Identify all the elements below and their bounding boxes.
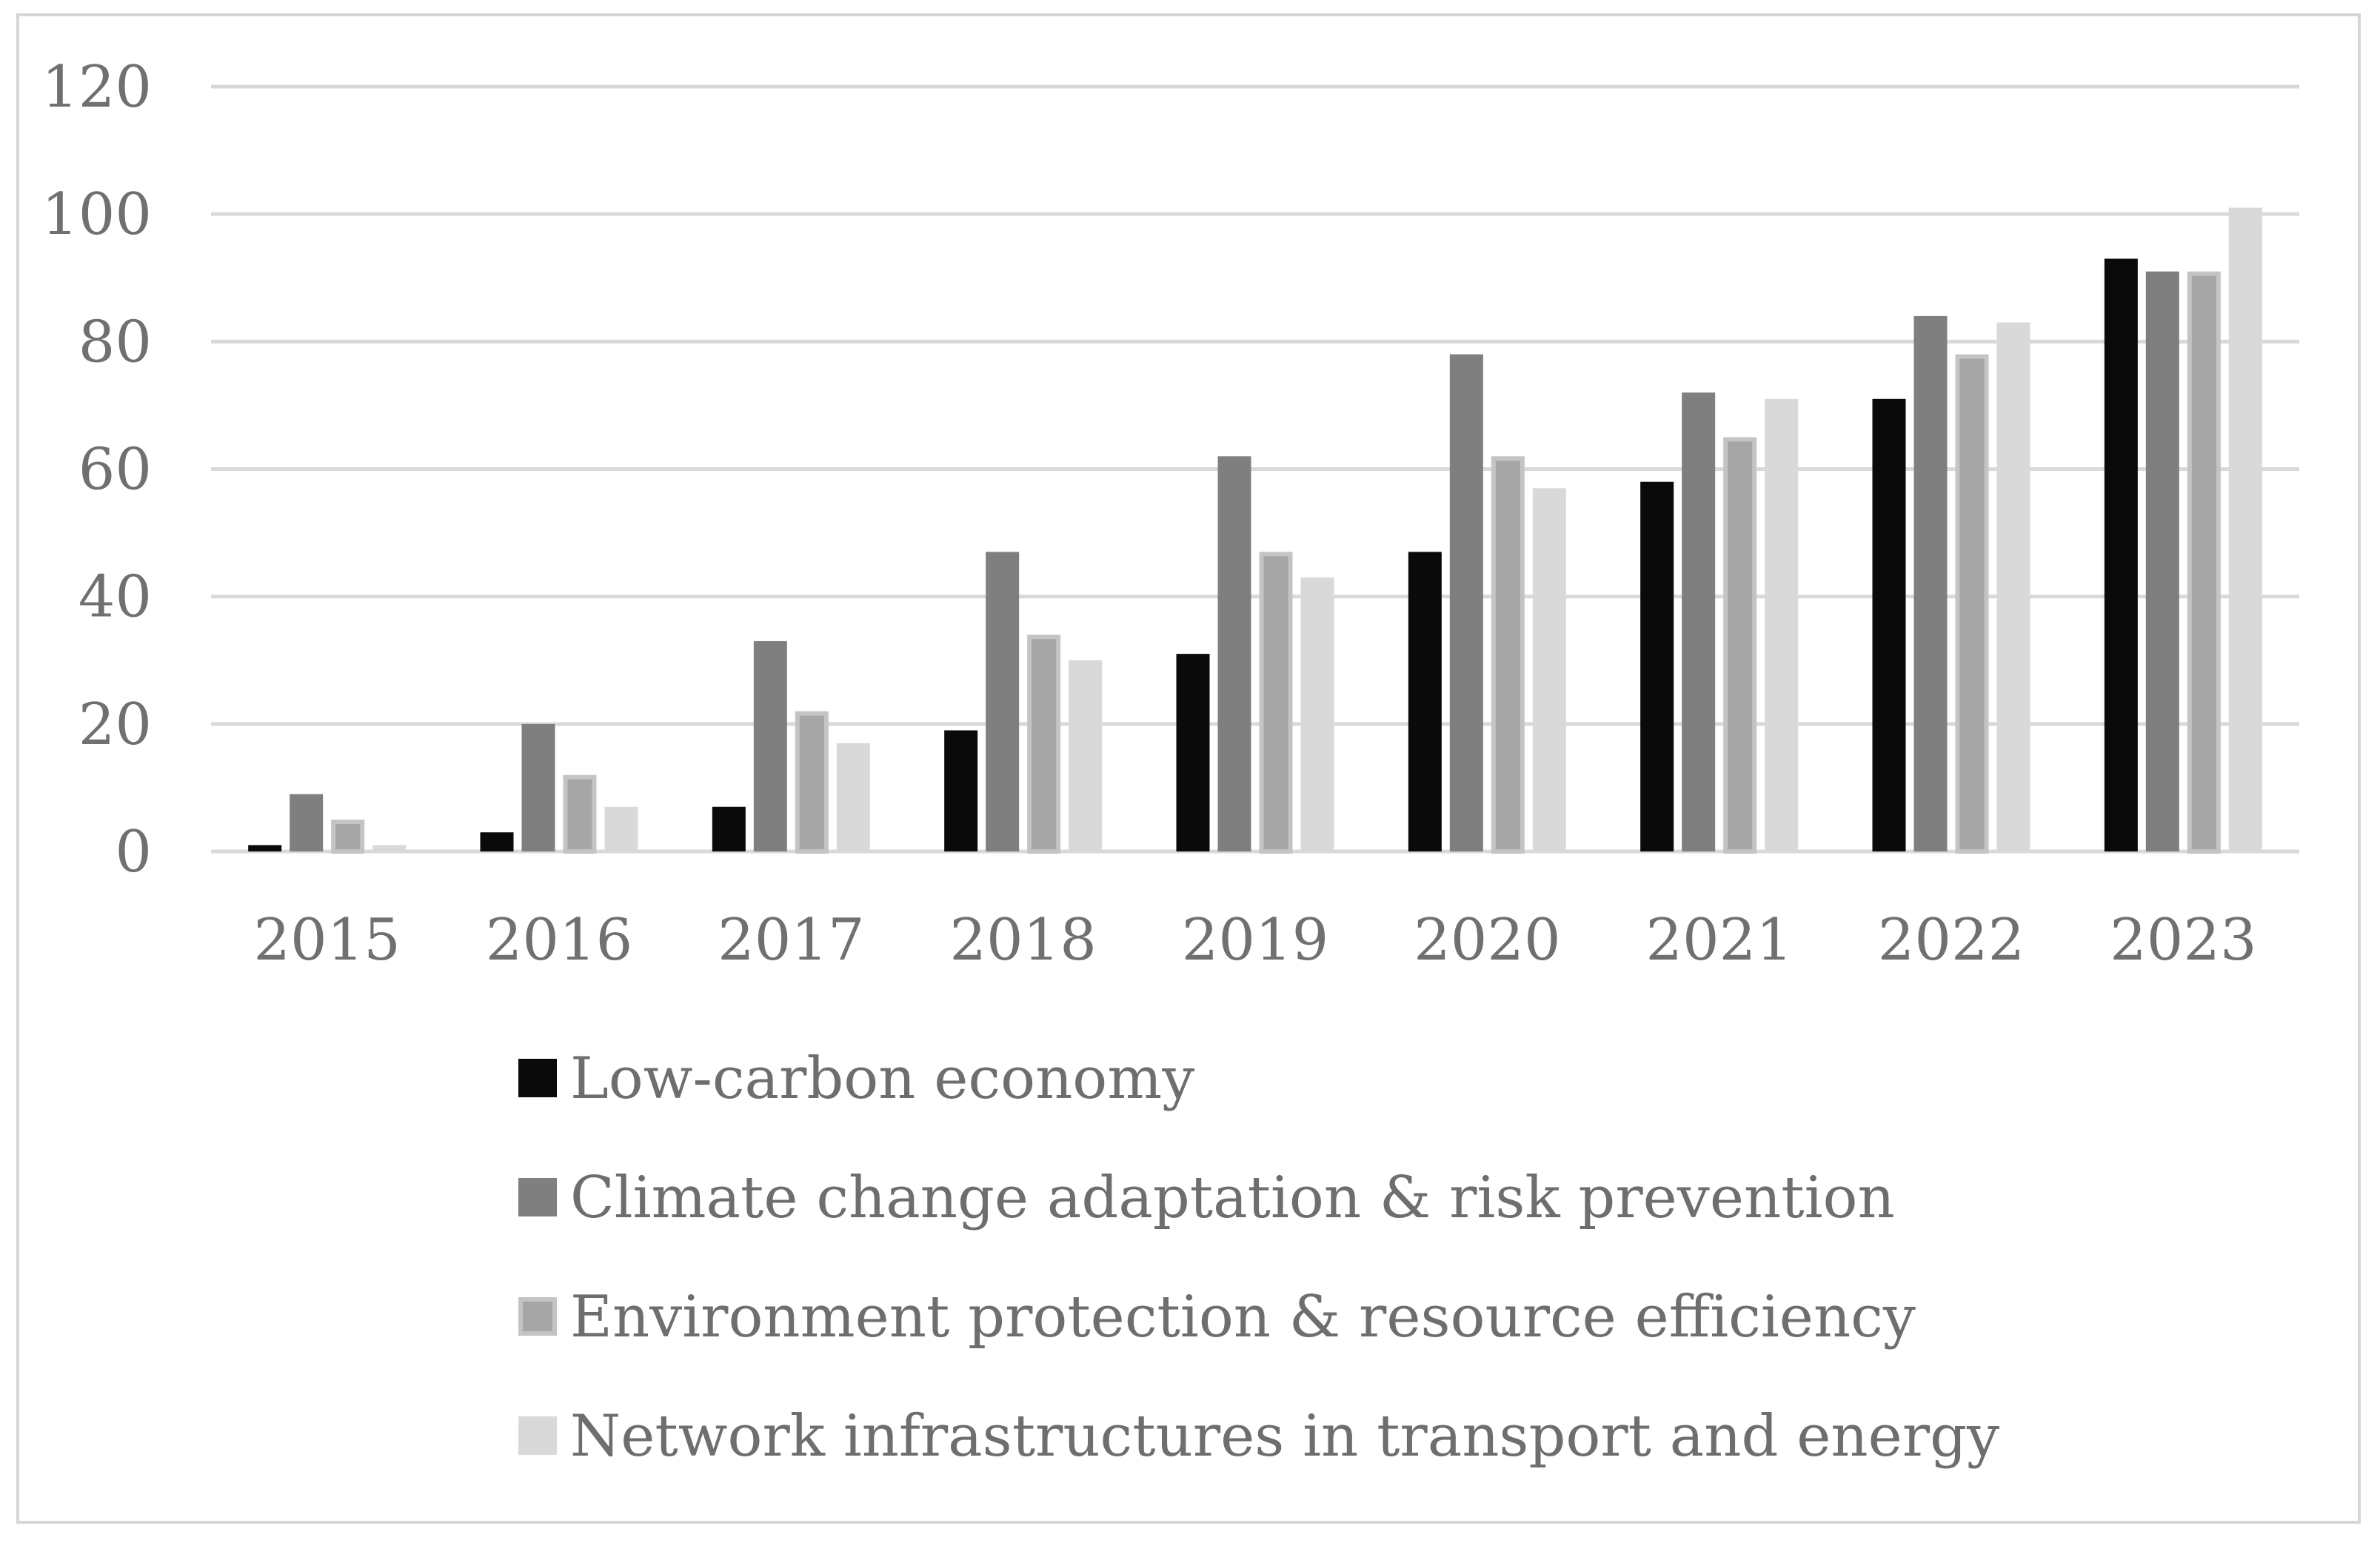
bar-2022-series-3 [1955, 354, 1989, 854]
bar-2019-series-4 [1300, 577, 1334, 851]
y-tick-label: 0 [115, 819, 152, 886]
bar-2015-series-3 [331, 819, 365, 854]
bars [248, 207, 2262, 854]
y-tick-label: 40 [78, 564, 152, 631]
legend-swatch-series-1 [518, 1059, 557, 1097]
bar-2020-series-4 [1532, 488, 1566, 851]
bar-2020-series-3 [1491, 456, 1525, 854]
bar-2019-series-1 [1176, 654, 1210, 851]
legend-label-series-3: Environment protection & resource effici… [570, 1284, 1916, 1350]
y-tick-label: 80 [78, 309, 152, 375]
bar-2015-series-1 [248, 845, 282, 851]
bar-2021-series-2 [1682, 392, 1716, 851]
bar-2016-series-1 [480, 832, 514, 851]
x-axis-ticks: 2015 2016 2017 2018 2019 2020 2021 2022 2023 [253, 907, 2256, 974]
x-tick-label: 2017 [718, 907, 865, 974]
bar-2016-series-4 [604, 806, 638, 851]
x-tick-label: 2021 [1645, 907, 1793, 974]
bar-2021-series-3 [1723, 437, 1757, 854]
bar-2021-series-4 [1765, 398, 1799, 851]
bar-2020-series-2 [1449, 354, 1483, 851]
bar-2018-series-1 [944, 730, 978, 851]
bar-2016-series-2 [521, 723, 555, 851]
bar-2023-series-2 [2145, 271, 2179, 851]
legend-swatch-series-4 [518, 1416, 557, 1455]
bar-2018-series-2 [986, 552, 1020, 851]
bar-2022-series-2 [1913, 315, 1948, 851]
bar-2017-series-4 [836, 743, 870, 851]
legend-swatch-series-3 [518, 1297, 557, 1336]
x-tick-label: 2023 [2110, 907, 2257, 974]
bar-2016-series-3 [563, 774, 597, 854]
bar-2019-series-2 [1217, 456, 1251, 851]
y-tick-label: 20 [78, 692, 152, 758]
bar-2017-series-2 [753, 640, 787, 851]
bar-2022-series-1 [1872, 398, 1906, 851]
bar-2023-series-1 [2104, 258, 2138, 851]
bar-2015-series-2 [290, 794, 324, 851]
x-tick-label: 2019 [1182, 907, 1329, 974]
x-tick-label: 2020 [1414, 907, 1561, 974]
legend-swatch-series-2 [518, 1178, 557, 1216]
y-axis-ticks: 0 20 40 60 80 100 120 [41, 54, 152, 886]
legend: Low-carbon economy Climate change adaptat… [518, 1045, 1999, 1470]
bar-2017-series-1 [712, 806, 746, 851]
bar-2023-series-3 [2187, 271, 2221, 854]
bar-2015-series-4 [372, 845, 407, 851]
bar-2023-series-4 [2228, 207, 2262, 851]
gridlines [211, 84, 2299, 854]
y-tick-label: 120 [41, 54, 152, 121]
bar-2020-series-1 [1408, 552, 1442, 851]
legend-label-series-2: Climate change adaptation & risk prevent… [570, 1165, 1895, 1231]
bar-2022-series-4 [1996, 322, 2030, 852]
y-tick-label: 60 [78, 437, 152, 503]
bar-2017-series-3 [795, 711, 829, 854]
x-tick-label: 2015 [253, 907, 401, 974]
legend-label-series-4: Network infrastructures in transport and… [570, 1403, 1999, 1470]
x-tick-label: 2018 [949, 907, 1097, 974]
bar-2018-series-3 [1027, 635, 1061, 854]
bar-2021-series-1 [1640, 481, 1674, 851]
bar-2018-series-4 [1069, 660, 1103, 851]
y-tick-label: 100 [41, 181, 152, 248]
bar-2019-series-3 [1259, 552, 1293, 854]
x-tick-label: 2022 [1878, 907, 2025, 974]
legend-label-series-1: Low-carbon economy [570, 1045, 1194, 1112]
x-tick-label: 2016 [486, 907, 633, 974]
